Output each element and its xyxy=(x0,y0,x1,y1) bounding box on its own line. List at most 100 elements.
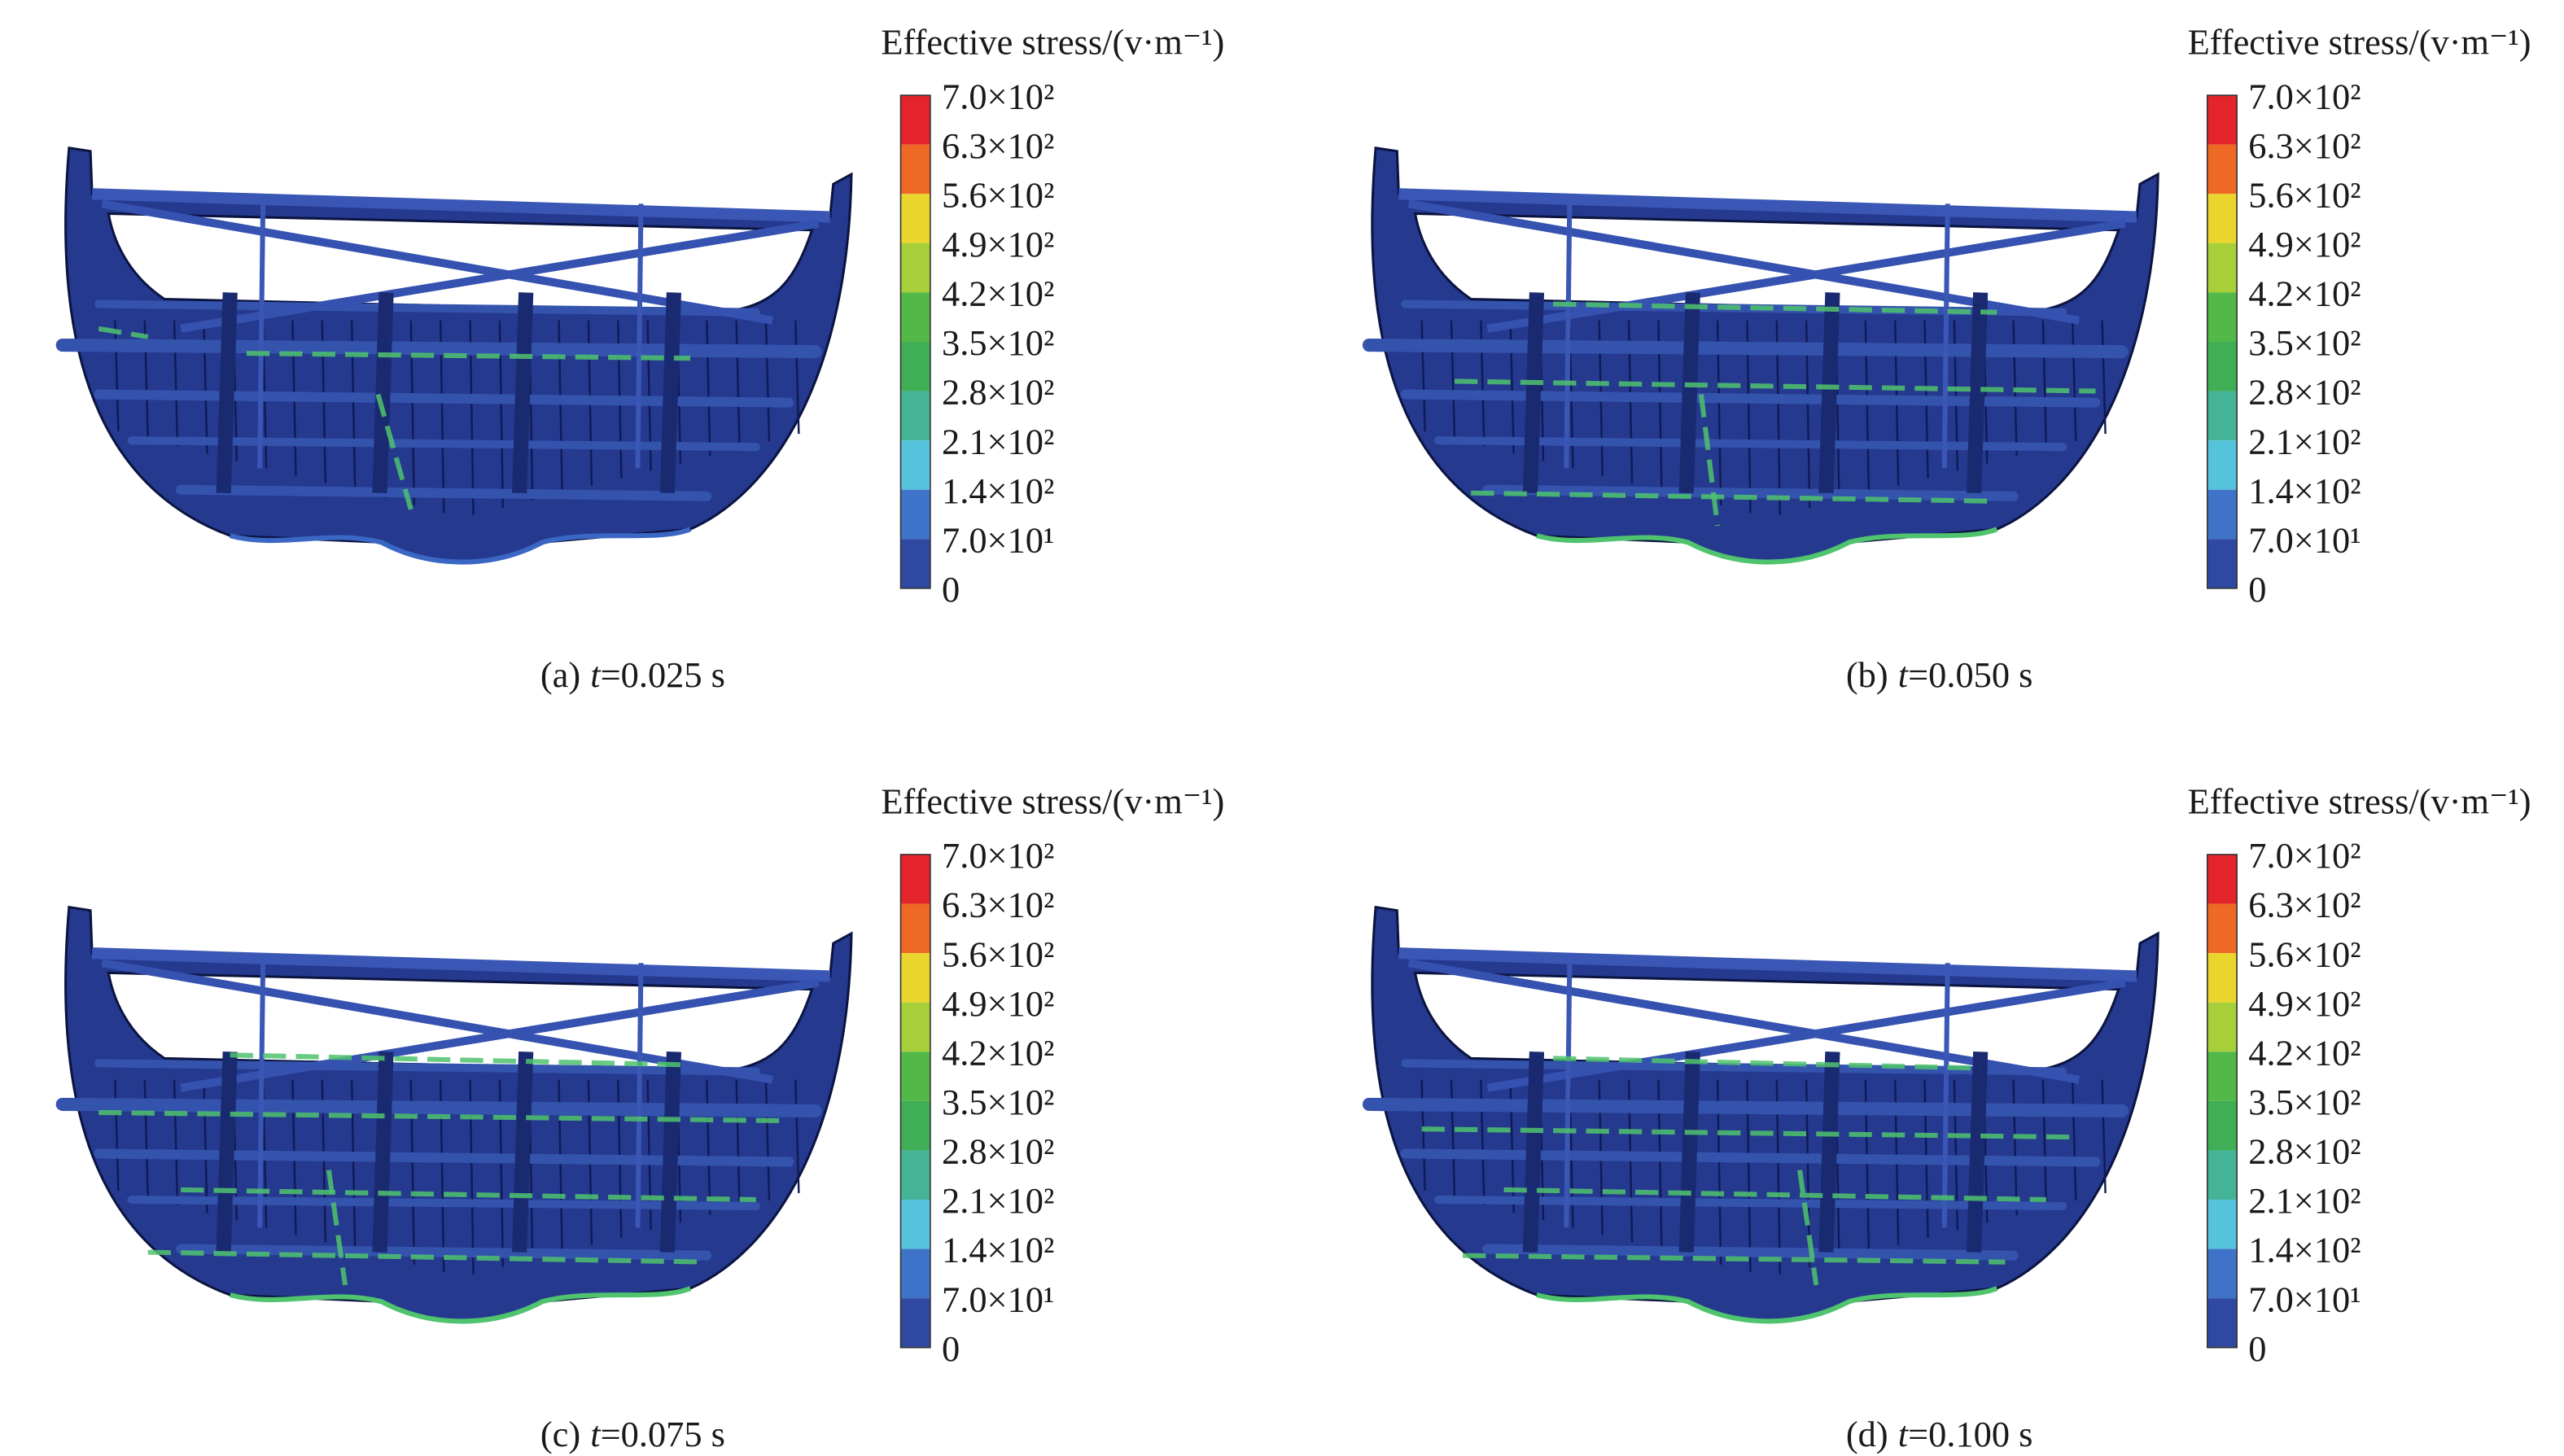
colorbar-segment xyxy=(2207,489,2238,540)
colorbar-segment xyxy=(900,292,930,342)
colorbar-segment xyxy=(900,144,930,195)
colorbar-tick-label: 4.2×10² xyxy=(2248,273,2361,314)
colorbar-segment xyxy=(900,489,930,540)
caption-variable: t xyxy=(1898,654,1910,695)
stress-highlight xyxy=(1503,1187,2046,1203)
rib xyxy=(2101,1079,2107,1193)
colorbar-tick-label: 0 xyxy=(942,1328,960,1369)
colorbar-tick-label: 1.4×10² xyxy=(942,1230,1054,1270)
column xyxy=(1678,292,1700,494)
hull-bottom-edge xyxy=(1536,1286,1998,1324)
brace xyxy=(180,219,820,333)
colorbar-tick-label: 7.0×10¹ xyxy=(2248,519,2361,560)
colorbar-segment xyxy=(2207,1052,2238,1101)
colorbar-tick-label: 5.6×10² xyxy=(942,174,1054,215)
stress-highlight xyxy=(147,1249,707,1265)
colorbar-tick-label: 3.5×10² xyxy=(942,322,1054,363)
colorbar-segment xyxy=(900,194,930,243)
caption-value: =0.100 s xyxy=(1908,1414,2032,1454)
brace xyxy=(1486,219,2126,333)
column xyxy=(512,292,534,494)
beam xyxy=(176,1244,712,1261)
column xyxy=(1818,1051,1840,1253)
colorbar-frame xyxy=(899,94,931,589)
colorbar-segment xyxy=(900,539,930,588)
beam xyxy=(1362,1097,2129,1118)
stress-highlight xyxy=(1553,1056,1981,1071)
colorbar-tick-label: 0 xyxy=(2248,1328,2266,1369)
column xyxy=(372,1051,394,1253)
rib xyxy=(794,320,800,435)
rib xyxy=(1420,1079,1426,1191)
rib xyxy=(2012,1079,2018,1216)
rib xyxy=(794,1079,800,1193)
colorbar-tick-label: 2.1×10² xyxy=(2248,1180,2361,1221)
colorbar-tick-label: 2.1×10² xyxy=(942,421,1054,461)
colorbar-segment xyxy=(900,440,930,490)
caption-label: (c) xyxy=(540,1414,580,1454)
hull-bottom-edge xyxy=(1536,527,1998,565)
colorbar-tick-label: 7.0×10² xyxy=(942,835,1054,876)
caption-value: =0.025 s xyxy=(601,654,725,695)
caption: (b) t=0.050 s xyxy=(1846,654,2033,695)
colorbar-tick-label: 7.0×10¹ xyxy=(2248,1279,2361,1319)
colorbar-segment xyxy=(900,95,930,145)
top-beam xyxy=(1398,947,2137,982)
stress-highlight xyxy=(1553,301,1997,315)
rib xyxy=(735,320,741,449)
ship-model xyxy=(1362,905,2159,1324)
colorbar-tick-label: 0 xyxy=(942,569,960,610)
top-beam xyxy=(1398,188,2137,223)
rib xyxy=(2072,320,2077,442)
post xyxy=(1564,203,1573,469)
colorbar-segment xyxy=(900,1150,930,1200)
colorbar-tick-label: 5.6×10² xyxy=(2248,174,2361,215)
colorbar-tick-label: 7.0×10² xyxy=(2248,76,2361,116)
colorbar-tick-label: 2.1×10² xyxy=(942,1180,1054,1221)
colorbar-tick-label: 4.9×10² xyxy=(942,983,1054,1024)
colorbar-frame xyxy=(2206,94,2238,589)
stress-highlight xyxy=(375,393,413,510)
colorbar-tick-label: 1.4×10² xyxy=(2248,470,2361,511)
colorbar-tick-label: 1.4×10² xyxy=(2248,1230,2361,1270)
column xyxy=(659,292,681,494)
rib xyxy=(114,320,120,432)
colorbar-segment xyxy=(900,1298,930,1348)
colorbar-segment xyxy=(900,1100,930,1151)
colorbar-tick-label: 2.8×10² xyxy=(2248,372,2361,413)
beam xyxy=(55,338,822,359)
colorbar-segment xyxy=(900,341,930,391)
panel: Effective stress/(v·m⁻¹) 7.0×10² 6.3×10² 5.… xyxy=(55,780,1224,1454)
colorbar-tick-label: 7.0×10¹ xyxy=(942,1279,1054,1319)
colorbar-segment xyxy=(900,391,930,441)
colorbar-tick-label: 7.0×10² xyxy=(942,76,1054,116)
colorbar-title: Effective stress/(v·m⁻¹) xyxy=(881,780,1224,821)
colorbar-segment xyxy=(900,243,930,293)
column xyxy=(659,1051,681,1253)
column xyxy=(1966,292,1989,494)
top-beam xyxy=(91,188,830,223)
colorbar-segment xyxy=(900,953,930,1003)
colorbar-segment xyxy=(2207,243,2238,293)
caption-value: =0.050 s xyxy=(1908,654,2032,695)
brace xyxy=(1407,199,2081,325)
caption: (c) t=0.075 s xyxy=(540,1414,725,1454)
stress-highlight xyxy=(98,326,149,339)
colorbar-tick-label: 5.6×10² xyxy=(2248,934,2361,974)
colorbar-segment xyxy=(2207,1100,2238,1151)
colorbar-segment xyxy=(900,1200,930,1249)
beam xyxy=(94,300,760,317)
post xyxy=(257,203,266,469)
colorbar-title: Effective stress/(v·m⁻¹) xyxy=(2188,22,2531,63)
column xyxy=(1818,292,1840,494)
colorbar-tick-label: 6.3×10² xyxy=(2248,885,2361,925)
colorbar-frame xyxy=(2206,854,2238,1349)
ship-model xyxy=(1362,146,2159,565)
stress-highlight xyxy=(1454,378,2096,394)
colorbar-tick-label: 4.2×10² xyxy=(942,1032,1054,1073)
colorbar-tick-label: 4.9×10² xyxy=(942,224,1054,265)
top-beam xyxy=(91,947,830,982)
stress-highlight xyxy=(230,1052,691,1068)
stress-highlight xyxy=(1471,490,1997,504)
post xyxy=(1941,203,1950,469)
